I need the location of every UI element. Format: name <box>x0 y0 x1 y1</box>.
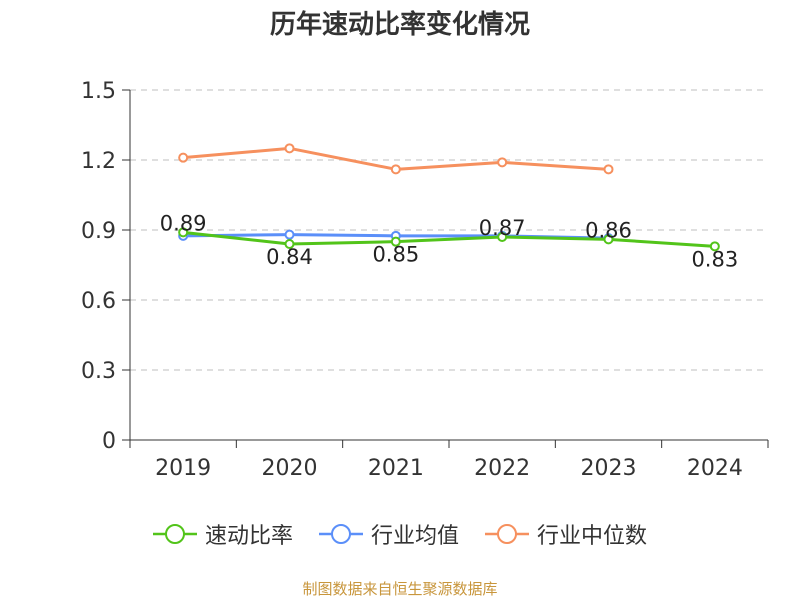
data-point-2 <box>284 143 295 154</box>
legend-label-quick-ratio: 速动比率 <box>204 524 293 549</box>
x-tick-label: 2024 <box>687 456 743 481</box>
legend-item-industry-median[interactable]: 行业中位数 <box>485 518 647 550</box>
data-point-2 <box>390 164 401 175</box>
legend-item-industry-average[interactable]: 行业均值 <box>318 518 459 550</box>
y-tick-label: 0.3 <box>81 359 116 384</box>
legend-label-industry-median: 行业中位数 <box>537 524 648 549</box>
legend: 速动比率 行业均值 行业中位数 <box>0 518 800 550</box>
data-point-0 <box>497 232 508 242</box>
data-label: 0.89 <box>160 211 207 235</box>
y-tick-label: 1.5 <box>81 79 116 104</box>
data-label: 0.86 <box>585 218 632 242</box>
y-tick-label: 0.9 <box>81 219 116 244</box>
legend-item-quick-ratio[interactable]: 速动比率 <box>152 518 293 550</box>
data-point-2 <box>603 164 614 175</box>
x-tick-label: 2019 <box>155 456 211 481</box>
data-source-note: 制图数据来自恒生聚源数据库 <box>302 580 498 598</box>
data-point-2 <box>497 157 508 168</box>
y-tick-label: 1.2 <box>81 149 116 174</box>
x-tick-label: 2021 <box>368 456 424 481</box>
y-tick-label: 0 <box>102 429 116 454</box>
x-tick-label: 2023 <box>581 456 637 481</box>
series-line-0 <box>183 230 715 248</box>
data-label: 0.85 <box>372 243 419 267</box>
legend-industry-average-icon <box>318 524 363 544</box>
x-tick-label: 2022 <box>474 456 530 481</box>
data-point-0 <box>603 234 614 245</box>
data-point-0 <box>284 239 295 249</box>
data-point-1 <box>284 229 295 240</box>
chart-title: 历年速动比率变化情况 <box>269 10 530 40</box>
data-label: 0.84 <box>266 245 313 269</box>
data-point-0 <box>178 227 189 238</box>
legend-label-industry-average: 行业均值 <box>370 524 459 549</box>
y-tick-label: 0.6 <box>81 289 116 314</box>
data-point-0 <box>709 241 720 252</box>
x-tick-label: 2020 <box>262 456 318 481</box>
legend-industry-median-icon <box>485 524 529 544</box>
legend-quick-ratio-icon <box>152 524 197 544</box>
data-point-0 <box>390 236 401 247</box>
data-point-2 <box>178 152 189 163</box>
data-label: 0.87 <box>479 216 526 240</box>
data-label: 0.83 <box>691 247 738 271</box>
